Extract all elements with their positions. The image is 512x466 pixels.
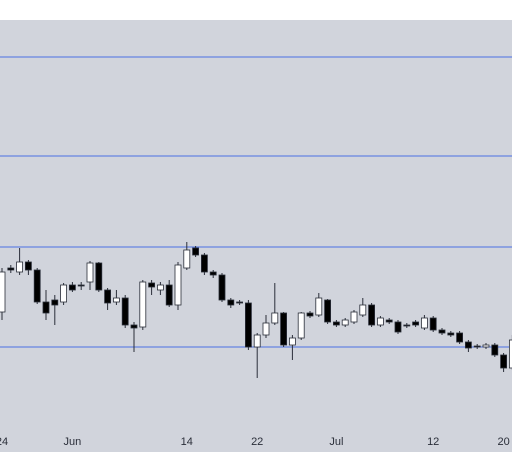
candle-body — [0, 271, 6, 313]
candle-body — [200, 254, 208, 273]
candle-body — [113, 297, 120, 303]
candle-body — [16, 261, 24, 273]
candle-body — [324, 299, 332, 323]
candle-body — [7, 267, 15, 271]
candle-body — [165, 284, 173, 306]
candle-body — [306, 312, 314, 317]
candle-body — [464, 341, 472, 349]
candle-body — [508, 339, 512, 369]
candle-body — [227, 299, 235, 306]
candle-body — [447, 332, 455, 336]
candle-body — [244, 302, 252, 348]
candle-body — [262, 322, 270, 336]
plot-background — [0, 20, 512, 452]
x-tick-label: 12 — [427, 436, 439, 448]
candle-body — [394, 321, 402, 333]
x-tick-label: Jun — [64, 436, 82, 448]
candle-body — [121, 297, 129, 326]
candle-body — [385, 319, 393, 323]
candle-body — [491, 344, 499, 356]
candle-body — [482, 344, 490, 348]
candle-body — [297, 312, 305, 339]
candle-body — [376, 317, 384, 326]
candle-body — [429, 317, 437, 331]
candle-body — [500, 354, 508, 369]
candle-body — [341, 319, 349, 326]
candle-body — [368, 304, 376, 326]
candle-body — [183, 249, 191, 269]
candle-body — [412, 321, 420, 326]
candle-body — [130, 324, 138, 329]
candle-body — [86, 262, 94, 283]
candle-body — [51, 299, 59, 306]
candle-body — [359, 304, 367, 316]
candle-body — [236, 301, 244, 304]
candle-body — [156, 284, 164, 291]
x-tick-label: Jul — [329, 436, 343, 448]
candle-body — [77, 284, 85, 287]
candle-body — [24, 261, 32, 271]
candle-body — [104, 289, 111, 304]
candle-body — [420, 317, 428, 329]
candle-body — [315, 297, 323, 316]
candle-body — [69, 284, 76, 291]
candle-body — [438, 329, 446, 334]
candle-body — [288, 337, 296, 346]
candle-body — [403, 324, 411, 327]
candle-body — [473, 345, 481, 348]
candle-body — [218, 274, 226, 301]
candle-body — [42, 301, 50, 314]
candle-body — [209, 271, 217, 276]
candle-body — [271, 312, 279, 324]
candle-body — [192, 247, 200, 256]
x-tick-label: 14 — [181, 436, 193, 448]
x-tick-label: 20 — [497, 436, 509, 448]
candle-body — [280, 312, 288, 346]
candle-body — [60, 284, 67, 303]
candle-body — [253, 334, 261, 348]
candle-body — [456, 332, 464, 343]
x-tick-label: 22 — [251, 436, 263, 448]
candle-body — [332, 321, 340, 326]
candle-body — [174, 264, 182, 306]
x-tick-label: 24 — [0, 436, 8, 448]
candle-body — [33, 269, 41, 303]
candle-body — [95, 262, 103, 291]
candle-body — [148, 282, 156, 288]
candle-body — [139, 281, 147, 328]
candle-body — [350, 311, 358, 323]
